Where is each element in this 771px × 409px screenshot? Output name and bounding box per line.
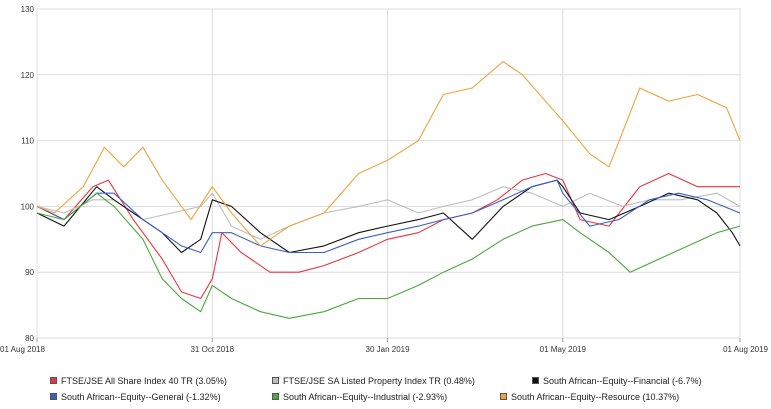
series-line-1	[36, 172, 740, 300]
legend-item-2: FTSE/JSE SA Listed Property Index TR (0.…	[272, 374, 475, 387]
series-line-5	[36, 192, 741, 319]
x-tick-label: 31 Oct 2018	[190, 345, 234, 354]
y-tick-label: 80	[25, 334, 34, 343]
y-tick-label: 100	[21, 202, 35, 211]
legend-label: South African--Equity--Industrial (-2.93…	[283, 391, 448, 402]
x-tick-label: 01 Aug 2018	[0, 345, 45, 354]
legend-item-6: South African--Equity--Resource (10.37%)	[500, 390, 679, 403]
x-tick-label: 01 Aug 2019	[723, 345, 768, 354]
x-tick-label: 01 May 2019	[540, 345, 587, 354]
legend-swatch	[500, 393, 507, 400]
legend-item-5: South African--Equity--Industrial (-2.93…	[272, 390, 447, 403]
legend-label: South African--Equity--General (-1.32%)	[61, 391, 221, 402]
legend-swatch	[272, 393, 279, 400]
series-line-6	[36, 61, 741, 247]
chart-canvas: 80 90 100 110 120 130 01 Aug 2018 31 Oct 2018 30…	[0, 5, 769, 354]
y-tick-label: 130	[21, 5, 35, 14]
x-tick-label: 30 Jan 2019	[366, 345, 411, 354]
legend-label: South African--Equity--Resource (10.37%)	[511, 391, 680, 402]
plot-area	[36, 8, 741, 339]
legend-swatch	[272, 377, 279, 384]
y-tick-label: 110	[21, 137, 34, 146]
legend: FTSE/JSE All Share Index 40 TR (3.05%) FT…	[0, 372, 771, 406]
series-line-4	[36, 179, 741, 254]
legend-item-4: South African--Equity--General (-1.32%)	[50, 390, 221, 403]
y-tick-label: 120	[21, 71, 35, 80]
legend-swatch	[50, 393, 57, 400]
legend-swatch	[50, 377, 57, 384]
legend-item-3: South African--Equity--Financial (-6.7%)	[532, 374, 702, 387]
legend-item-1: FTSE/JSE All Share Index 40 TR (3.05%)	[50, 374, 227, 387]
legend-label: FTSE/JSE All Share Index 40 TR (3.05%)	[61, 375, 227, 386]
legend-swatch	[532, 377, 539, 384]
legend-label: FTSE/JSE SA Listed Property Index TR (0.…	[283, 375, 475, 386]
legend-label: South African--Equity--Financial (-6.7%)	[543, 375, 702, 386]
series-line-2	[36, 186, 741, 240]
line-chart: 80 90 100 110 120 130 01 Aug 2018 31 Oct 2018 30…	[0, 5, 769, 354]
y-tick-label: 90	[25, 268, 34, 277]
